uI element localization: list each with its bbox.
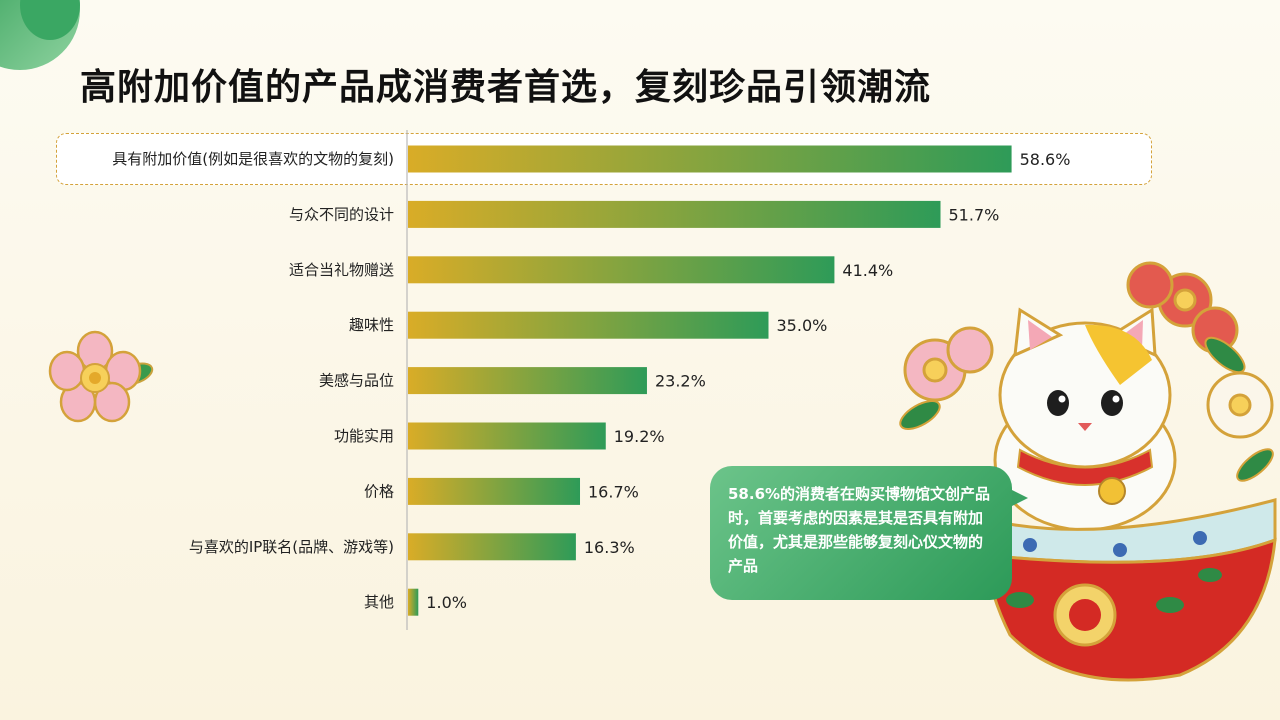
category-label: 具有附加价值(例如是很喜欢的文物的复刻) bbox=[112, 150, 394, 168]
value-label: 58.6% bbox=[1020, 150, 1071, 169]
category-label: 美感与品位 bbox=[319, 372, 394, 390]
bar bbox=[408, 588, 419, 616]
value-label: 16.7% bbox=[588, 482, 639, 501]
page-title: 高附加价值的产品成消费者首选，复刻珍品引领潮流 bbox=[80, 67, 932, 108]
lucky-cat-bowl-illustration bbox=[899, 261, 1277, 682]
bar bbox=[408, 367, 647, 395]
bar bbox=[408, 311, 769, 339]
bar bbox=[408, 256, 835, 284]
category-label: 适合当礼物赠送 bbox=[289, 261, 394, 279]
bar bbox=[408, 200, 941, 228]
bar bbox=[408, 422, 606, 450]
pink-flower-pin-icon bbox=[48, 330, 154, 423]
category-label: 趣味性 bbox=[349, 316, 394, 334]
value-label: 51.7% bbox=[949, 205, 1000, 224]
value-label: 16.3% bbox=[584, 538, 635, 557]
category-label: 功能实用 bbox=[334, 427, 394, 445]
value-label: 19.2% bbox=[614, 427, 665, 446]
callout-bubble: 58.6%的消费者在购买博物馆文创产品时，首要考虑的因素是其是否具有附加价值，尤… bbox=[710, 466, 1012, 600]
category-label: 其他 bbox=[364, 593, 394, 611]
category-label: 与众不同的设计 bbox=[289, 205, 394, 223]
category-label: 价格 bbox=[364, 482, 394, 500]
value-label: 1.0% bbox=[426, 593, 467, 612]
value-label: 35.0% bbox=[777, 316, 828, 335]
bar bbox=[408, 477, 581, 505]
value-label: 23.2% bbox=[655, 372, 706, 391]
bar bbox=[408, 533, 576, 561]
category-label: 与喜欢的IP联名(品牌、游戏等) bbox=[189, 538, 394, 556]
bar bbox=[408, 145, 1012, 173]
value-label: 41.4% bbox=[842, 261, 893, 280]
